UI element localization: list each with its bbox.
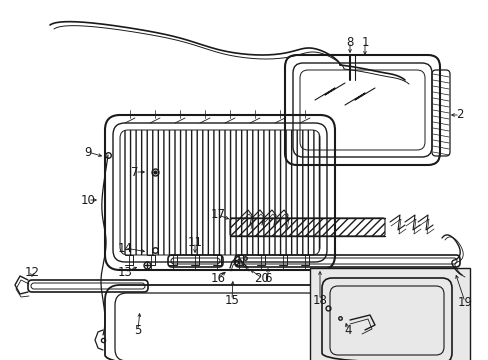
- Text: 12: 12: [24, 266, 40, 279]
- Text: 14: 14: [117, 242, 132, 255]
- Text: 5: 5: [134, 324, 142, 337]
- Text: 1: 1: [361, 36, 368, 49]
- Text: 10: 10: [81, 194, 95, 207]
- Text: 20: 20: [254, 271, 269, 284]
- Text: 17: 17: [210, 208, 225, 221]
- Text: 15: 15: [224, 293, 239, 306]
- Text: 4: 4: [344, 324, 351, 337]
- Text: 16: 16: [210, 271, 225, 284]
- Text: 7: 7: [131, 166, 139, 179]
- Text: 9: 9: [84, 145, 92, 158]
- Text: 8: 8: [346, 36, 353, 49]
- Text: 6: 6: [264, 271, 271, 284]
- FancyBboxPatch shape: [309, 268, 469, 360]
- Text: 18: 18: [312, 293, 327, 306]
- Text: 2: 2: [455, 108, 463, 122]
- Text: 13: 13: [117, 266, 132, 279]
- Text: 19: 19: [457, 296, 471, 309]
- Text: 11: 11: [187, 235, 202, 248]
